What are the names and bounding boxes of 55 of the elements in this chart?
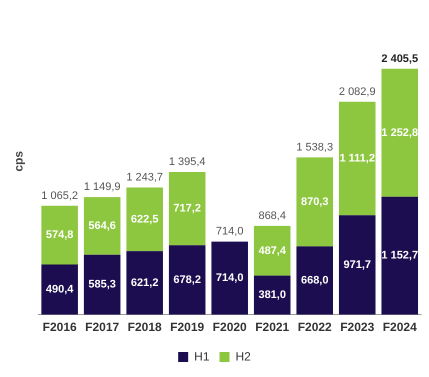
bar — [168, 245, 206, 315]
data-label: 564,6 — [88, 220, 116, 232]
data-label: 971,7 — [343, 258, 371, 271]
x-tick-label: F2024 — [382, 320, 418, 334]
x-tick-label: F2022 — [298, 320, 332, 334]
bar — [84, 197, 120, 255]
total-label: 714,0 — [216, 226, 244, 238]
legend-label: H1 — [194, 349, 210, 364]
total-label: 868,4 — [258, 210, 286, 222]
total-label: 1 538,3 — [296, 141, 334, 154]
data-label: 870,3 — [300, 196, 328, 208]
data-label: 574,8 — [46, 229, 74, 242]
bar — [211, 242, 248, 315]
bar — [126, 187, 163, 252]
total-label: 1 395,4 — [168, 156, 206, 168]
x-tick-label: F2021 — [255, 320, 290, 334]
y-axis-title: cps — [12, 150, 26, 172]
total-label: 2 082,9 — [338, 86, 376, 98]
data-label: 621,2 — [130, 276, 158, 289]
data-label: 714,0 — [216, 272, 244, 284]
bar — [84, 254, 120, 315]
data-label: 1 152,7 — [381, 250, 418, 262]
bar — [168, 172, 206, 246]
data-label: 668,0 — [300, 274, 328, 286]
data-label: 487,4 — [258, 244, 287, 257]
total-label: 1 149,9 — [84, 181, 121, 194]
x-tick-label: F2016 — [42, 320, 77, 334]
bar — [41, 206, 78, 264]
x-tick-label: F2019 — [170, 320, 205, 334]
data-label: 717,2 — [173, 202, 201, 215]
total-label: 2 405,5 — [381, 52, 418, 65]
total-label: 1 065,2 — [41, 190, 78, 202]
bar — [41, 264, 78, 315]
bar — [338, 215, 376, 315]
data-label: 490,4 — [46, 284, 74, 296]
bar — [254, 276, 290, 315]
bar — [381, 68, 418, 197]
bar — [296, 157, 333, 246]
bar — [338, 102, 376, 216]
data-label: 1 252,8 — [381, 126, 418, 139]
data-label: 1 111,2 — [339, 152, 375, 165]
data-label: 381,0 — [258, 289, 286, 302]
bar — [381, 196, 418, 315]
x-tick-label: F2023 — [340, 320, 375, 334]
data-label: 622,5 — [130, 213, 158, 226]
legend-label: H2 — [236, 349, 252, 364]
bar — [296, 246, 333, 315]
data-label: 585,3 — [88, 278, 116, 291]
x-tick-label: F2020 — [212, 320, 248, 334]
total-label: 1 243,7 — [126, 172, 164, 184]
x-tick-label: F2018 — [128, 320, 162, 334]
bar — [126, 251, 163, 315]
data-label: 678,2 — [173, 274, 201, 286]
bar — [254, 226, 290, 276]
x-tick-label: F2017 — [85, 320, 120, 334]
